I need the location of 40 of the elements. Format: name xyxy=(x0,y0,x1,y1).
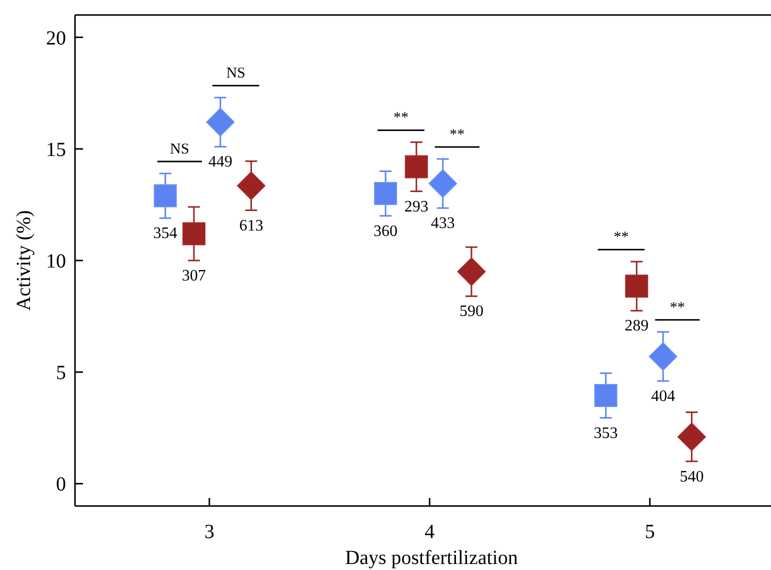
point xyxy=(154,184,177,208)
annotation: 293 xyxy=(404,198,428,216)
y-tick-label: 10 xyxy=(46,250,66,272)
y-tick-label: 15 xyxy=(46,138,66,161)
annotation: 289 xyxy=(624,318,649,335)
annotation: 540 xyxy=(680,468,704,486)
annotation: 360 xyxy=(374,222,398,240)
annotation: ** xyxy=(614,230,629,246)
point xyxy=(428,169,458,198)
point xyxy=(236,171,266,200)
point xyxy=(182,222,206,246)
annotation: 353 xyxy=(594,424,618,442)
annotation: 307 xyxy=(182,268,206,284)
point xyxy=(206,108,235,136)
point xyxy=(404,155,428,178)
annotation: 449 xyxy=(208,154,232,171)
point xyxy=(374,182,398,206)
x-tick-label: 3 xyxy=(204,521,214,543)
annotation: 613 xyxy=(239,217,264,234)
annotation: NS xyxy=(226,66,246,82)
annotation: 590 xyxy=(459,303,484,320)
annotation: ** xyxy=(393,110,408,126)
y-tick-label: 5 xyxy=(56,362,66,384)
y-axis-title: Activity (%) xyxy=(13,210,35,311)
y-tick-label: 20 xyxy=(46,27,66,50)
point xyxy=(625,274,648,298)
point xyxy=(648,342,678,371)
point xyxy=(457,257,486,286)
annotation: 354 xyxy=(153,225,178,242)
annotation: NS xyxy=(170,141,190,158)
annotation: 404 xyxy=(651,388,676,406)
x-axis-title: Days postfertilization xyxy=(345,547,518,569)
annotation: ** xyxy=(450,126,465,143)
annotation: 433 xyxy=(430,215,455,232)
x-tick-label: 4 xyxy=(424,521,435,543)
x-tick-label: 5 xyxy=(644,521,655,543)
point xyxy=(677,422,706,452)
point xyxy=(594,384,618,408)
annotation: ** xyxy=(670,300,685,316)
y-tick-label: 0 xyxy=(56,474,66,496)
